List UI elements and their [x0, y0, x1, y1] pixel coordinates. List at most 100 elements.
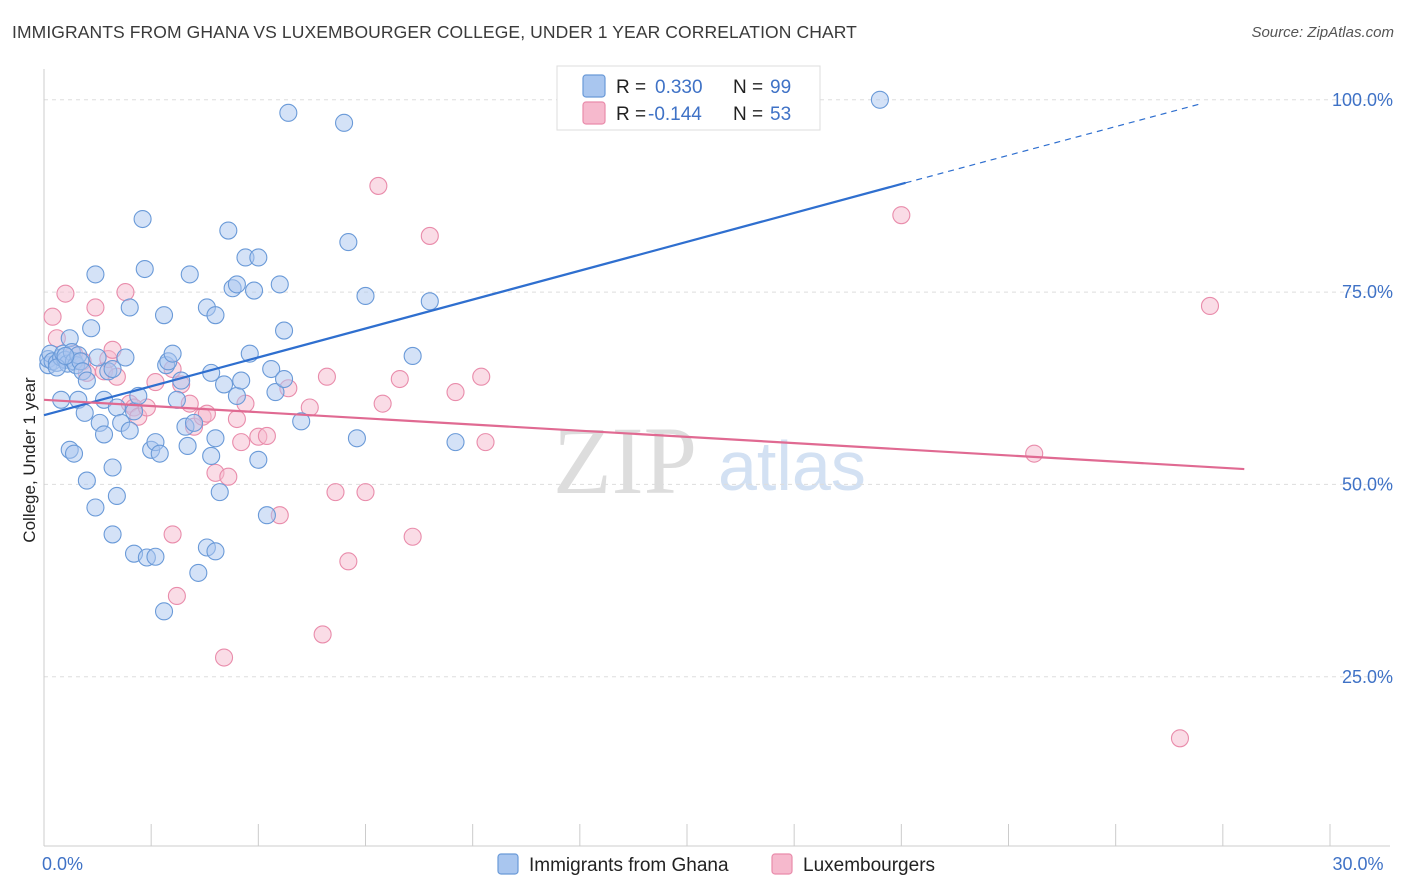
- ghana-point: [206, 306, 225, 325]
- luxembourger-point: [227, 409, 246, 429]
- ghana-point: [133, 209, 152, 229]
- stats-n-value-pink: 53: [770, 104, 791, 125]
- luxembourger-point: [116, 283, 135, 302]
- y-tick-label: 100.0%: [1332, 90, 1393, 110]
- ghana-point: [184, 413, 204, 432]
- ghana-point: [116, 348, 135, 367]
- series-legend: Immigrants from Ghana Luxembourgers: [497, 853, 935, 876]
- luxembourger-point: [369, 176, 388, 195]
- ghana-point: [146, 547, 165, 566]
- ghana-point: [77, 471, 96, 490]
- luxembourger-point: [326, 483, 345, 502]
- ghana-point: [103, 458, 122, 477]
- x-tick-label: 0.0%: [42, 854, 83, 874]
- luxembourger-point: [146, 373, 165, 392]
- luxembourger-point: [1170, 729, 1190, 748]
- stats-n-label-blue: N =: [733, 77, 763, 98]
- ghana-point: [244, 281, 264, 300]
- stats-r-value-blue: 0.330: [655, 77, 703, 98]
- ghana-point: [232, 371, 251, 390]
- axis-layer: [43, 69, 1390, 847]
- legend-label-ghana: Immigrants from Ghana: [529, 855, 729, 876]
- ghana-point: [257, 506, 276, 525]
- ghana-point: [266, 383, 285, 402]
- luxembourger-point: [219, 467, 238, 486]
- legend-swatch-luxembourgers: [771, 853, 793, 875]
- stats-r-label-pink: R =: [616, 104, 646, 125]
- ghana-point: [154, 602, 174, 621]
- stats-legend-blue-swatch: [582, 74, 606, 98]
- stats-r-value-pink: -0.144: [648, 104, 702, 125]
- ghana-trend-line: [43, 181, 906, 417]
- ghana-points: [39, 90, 889, 621]
- luxembourger-point: [167, 586, 186, 606]
- ghana-point: [339, 233, 358, 252]
- luxembourger-point: [446, 383, 465, 402]
- luxembourger-point: [1200, 296, 1220, 315]
- luxembourger-point: [43, 307, 62, 326]
- ghana-point: [249, 248, 268, 267]
- ghana-point: [154, 306, 174, 325]
- x-tick-label: 30.0%: [1332, 854, 1383, 874]
- ghana-point: [219, 221, 238, 240]
- ghana-point: [210, 483, 229, 502]
- ghana-point: [107, 486, 126, 506]
- ghana-point: [279, 103, 298, 122]
- ghana-trend-extension: [905, 103, 1202, 184]
- ghana-point: [56, 346, 75, 366]
- ghana-point: [64, 444, 84, 463]
- ghana-point: [135, 259, 154, 279]
- ghana-point: [94, 425, 114, 444]
- ghana-point: [870, 90, 889, 109]
- ghana-point: [206, 542, 225, 561]
- ghana-point: [103, 525, 122, 544]
- ghana-point: [180, 265, 199, 284]
- stats-n-label-pink: N =: [733, 104, 763, 125]
- ghana-point: [270, 275, 289, 294]
- luxembourger-point: [86, 298, 105, 317]
- luxembourger-point: [420, 226, 439, 245]
- ghana-point: [446, 433, 465, 452]
- source-credit: Source: ZipAtlas.com: [1251, 24, 1394, 41]
- watermark-atlas: atlas: [718, 427, 866, 505]
- ghana-point: [86, 265, 105, 284]
- legend-swatch-ghana: [497, 853, 519, 875]
- luxembourger-point: [214, 648, 234, 667]
- stats-r-label-blue: R =: [616, 77, 646, 98]
- ghana-point: [189, 563, 208, 582]
- luxembourger-point: [257, 426, 276, 446]
- y-axis-title: College, Under 1 year: [20, 377, 39, 543]
- stats-legend-pink-swatch: [582, 101, 606, 125]
- ghana-point: [249, 450, 268, 469]
- luxembourger-point: [472, 367, 491, 386]
- ghana-point: [227, 386, 246, 406]
- y-tick-label: 25.0%: [1342, 667, 1393, 687]
- ghana-point: [167, 390, 186, 409]
- watermark-zip: ZIP: [553, 407, 697, 514]
- legend-label-luxembourgers: Luxembourgers: [803, 855, 935, 876]
- luxembourger-point: [476, 433, 495, 452]
- ghana-point: [103, 359, 122, 379]
- ghana-point: [275, 369, 294, 389]
- ghana-point: [420, 292, 439, 311]
- luxembourger-point: [163, 525, 182, 544]
- ghana-point: [86, 498, 105, 517]
- trend-lines: [43, 103, 1245, 471]
- ghana-point: [202, 446, 221, 466]
- stats-legend: R = 0.330 N = 99 R = -0.144 N = 53: [556, 65, 821, 131]
- ghana-point: [107, 398, 126, 417]
- luxembourger-point: [317, 367, 336, 386]
- ghana-point: [403, 346, 422, 366]
- ghana-point: [206, 429, 225, 448]
- ghana-point: [275, 321, 294, 340]
- ghana-point: [163, 344, 182, 363]
- ghana-point: [292, 412, 311, 431]
- ghana-point: [347, 429, 366, 448]
- y-tick-label: 50.0%: [1342, 474, 1393, 494]
- luxembourger-point: [56, 284, 75, 303]
- ghana-point: [77, 371, 96, 390]
- ghana-point: [356, 286, 375, 305]
- stats-n-value-blue: 99: [770, 77, 791, 98]
- chart-title: IMMIGRANTS FROM GHANA VS LUXEMBOURGER CO…: [12, 22, 857, 42]
